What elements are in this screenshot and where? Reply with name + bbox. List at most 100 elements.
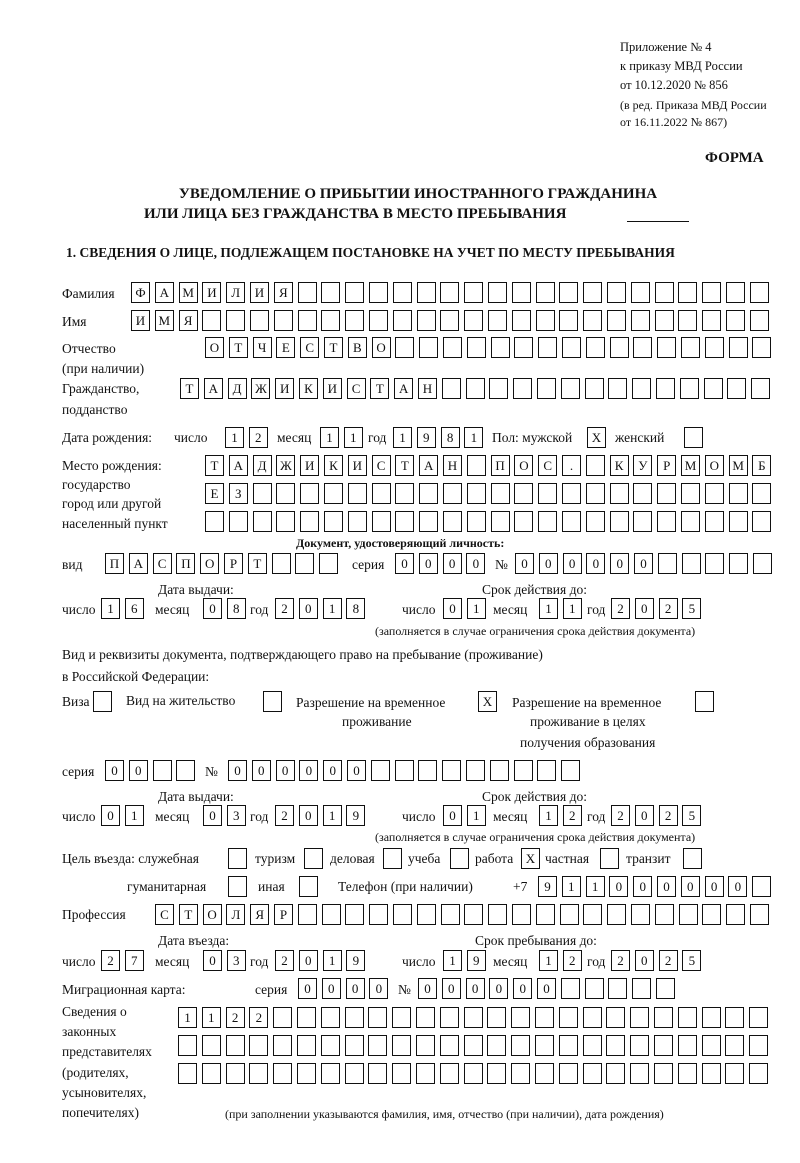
birth-place-3-char-box[interactable] [228,511,248,532]
mc-series-char-box[interactable]: 0 [345,978,365,999]
profession-char-box[interactable] [393,904,412,925]
name-char-box[interactable] [559,310,579,331]
phone-char-box[interactable]: 9 [538,876,557,897]
reps-2-char-box[interactable] [558,1035,578,1056]
surname-char-box[interactable] [297,282,317,303]
id-issue-year-char-box[interactable]: 0 [298,598,318,619]
purpose-transit-checkbox-box[interactable] [683,848,702,869]
mc-number-char-box[interactable]: 0 [537,978,556,999]
reps-1-char-box[interactable] [558,1007,578,1028]
entry-year-char-box[interactable]: 1 [322,950,342,971]
mc-number-char-box[interactable] [608,978,628,999]
birth-place-1-char-box[interactable]: О [514,455,534,476]
reps-2-char-box[interactable] [201,1035,221,1056]
surname-char-box[interactable] [535,282,555,303]
reps-3-char-box[interactable] [606,1063,626,1084]
name-char-box[interactable] [488,310,507,331]
stay-issue-year-char-box[interactable]: 9 [346,805,366,826]
reps-2-char-box[interactable] [463,1035,483,1056]
stay-valid-year-char-box[interactable]: 2 [658,805,678,826]
birth-place-3-char-box[interactable] [252,511,272,532]
mc-number-char-box[interactable] [632,978,652,999]
surname-char-box[interactable] [607,282,626,303]
id-issue-day-char-box[interactable]: 6 [124,598,144,619]
stay-number-char-box[interactable]: 0 [275,760,295,781]
profession-char-box[interactable] [369,904,389,925]
stay-issue-year-char-box[interactable]: 2 [275,805,294,826]
mc-number-char-box[interactable] [560,978,580,999]
stay-valid-year-char-box[interactable]: 5 [682,805,702,826]
name-char-box[interactable] [392,310,412,331]
patronymic-char-box[interactable] [609,337,629,358]
reps-1-char-box[interactable] [297,1007,316,1028]
reps-3-char-box[interactable] [558,1063,578,1084]
citizenship-char-box[interactable] [608,378,628,399]
reps-3-char-box[interactable] [749,1063,769,1084]
mc-number-char-box[interactable] [656,978,675,999]
reps-1-char-box[interactable] [273,1007,293,1028]
reps-1-char-box[interactable]: 1 [201,1007,221,1028]
reps-1-char-box[interactable] [677,1007,697,1028]
citizenship-char-box[interactable] [537,378,556,399]
name-char-box[interactable] [630,310,650,331]
birth-place-1-char-box[interactable] [585,455,605,476]
surname-char-box[interactable]: И [202,282,222,303]
citizenship-char-box[interactable] [703,378,723,399]
birth-place-2-char-box[interactable] [562,483,581,504]
reps-1-char-box[interactable] [344,1007,364,1028]
entry-month-char-box[interactable]: 3 [226,950,246,971]
patronymic-char-box[interactable] [514,337,534,358]
surname-char-box[interactable] [488,282,507,303]
reps-3-char-box[interactable] [297,1063,316,1084]
citizenship-char-box[interactable] [632,378,652,399]
reps-2-char-box[interactable] [511,1035,531,1056]
reps-2-char-box[interactable] [654,1035,673,1056]
purpose-official-checkbox-box[interactable] [228,848,247,869]
stay-number-char-box[interactable]: 0 [228,760,247,781]
stay-number-char-box[interactable] [370,760,390,781]
surname-char-box[interactable] [464,282,484,303]
reps-1-char-box[interactable] [654,1007,673,1028]
birth-place-2-char-box[interactable] [538,483,558,504]
patronymic-char-box[interactable] [490,337,510,358]
profession-char-box[interactable] [678,904,698,925]
citizenship-char-box[interactable]: А [203,378,223,399]
reps-1-char-box[interactable] [463,1007,483,1028]
stay-until-day-char-box[interactable]: 9 [466,950,486,971]
birth-place-1-char-box[interactable]: Т [205,455,224,476]
patronymic-char-box[interactable] [562,337,581,358]
name-char-box[interactable] [440,310,460,331]
phone-char-box[interactable]: 0 [609,876,629,897]
id-series-char-box[interactable]: 0 [395,553,414,574]
birth-place-2-char-box[interactable] [419,483,439,504]
citizenship-char-box[interactable]: Т [180,378,199,399]
purpose-humanitarian-checkbox-box[interactable] [228,876,247,897]
birth-place-1-char-box[interactable] [466,455,486,476]
stay-series-char-box[interactable]: 0 [105,760,124,781]
name-char-box[interactable] [511,310,531,331]
profession-char-box[interactable] [321,904,341,925]
stay-until-month-char-box[interactable]: 1 [539,950,558,971]
reps-2-char-box[interactable] [535,1035,554,1056]
surname-char-box[interactable] [654,282,674,303]
birth-place-2-char-box[interactable] [633,483,653,504]
birth-place-3-char-box[interactable] [585,511,605,532]
id-valid-day-char-box[interactable]: 0 [443,598,462,619]
stay-issue-month-char-box[interactable]: 0 [203,805,222,826]
id-series-char-box[interactable]: 0 [466,553,486,574]
surname-char-box[interactable] [678,282,698,303]
birth-place-3-char-box[interactable] [371,511,391,532]
birth-place-3-char-box[interactable] [205,511,224,532]
reps-3-char-box[interactable] [463,1063,483,1084]
reps-2-char-box[interactable] [320,1035,340,1056]
stay-valid-month-char-box[interactable]: 2 [562,805,582,826]
citizenship-char-box[interactable]: Н [418,378,437,399]
reps-3-char-box[interactable] [225,1063,245,1084]
reps-2-char-box[interactable] [630,1035,650,1056]
reps-1-char-box[interactable] [416,1007,435,1028]
stay-issue-year-char-box[interactable]: 1 [322,805,342,826]
citizenship-char-box[interactable]: А [394,378,414,399]
birth-place-3-char-box[interactable] [681,511,700,532]
birth-place-3-char-box[interactable] [704,511,724,532]
id-number-char-box[interactable]: 0 [634,553,653,574]
